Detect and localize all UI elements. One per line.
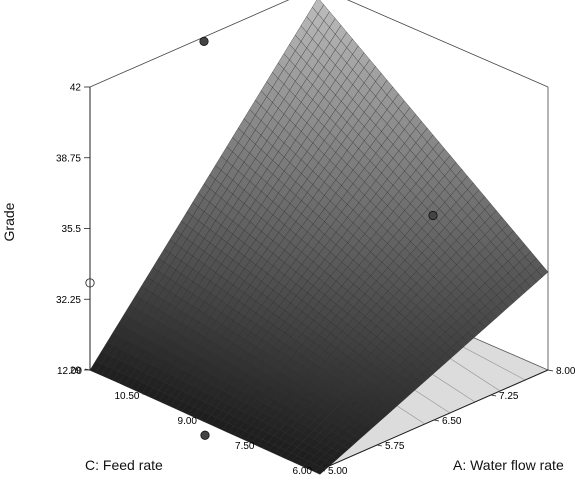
a-tick-label: 5.75 bbox=[385, 441, 405, 452]
c-tick bbox=[314, 468, 321, 471]
z-axis-title: Grade bbox=[1, 202, 17, 241]
ticks-layer: 29 32.25 35.5 38.75 42 6.00 7.50 9.00 10.50 12.00… bbox=[56, 83, 575, 478]
c-tick-label: 6.00 bbox=[293, 466, 313, 477]
a-tick bbox=[376, 444, 383, 447]
c-tick bbox=[84, 368, 91, 371]
c-tick-label: 10.50 bbox=[114, 391, 139, 402]
a-tick bbox=[490, 394, 497, 397]
z-tick-label: 35.5 bbox=[62, 224, 82, 235]
design-point bbox=[428, 210, 438, 221]
x-axis-title: A: Water flow rate bbox=[453, 457, 564, 473]
c-tick-label: 7.50 bbox=[235, 441, 255, 452]
c-tick bbox=[199, 418, 206, 421]
a-tick bbox=[319, 469, 326, 472]
c-tick-label: 12.00 bbox=[57, 366, 82, 377]
design-point bbox=[200, 430, 210, 440]
a-tick-label: 6.50 bbox=[442, 416, 462, 427]
z-tick-label: 29 bbox=[70, 366, 82, 377]
surface-layer bbox=[89, 0, 549, 475]
z-tick-label: 38.75 bbox=[56, 153, 81, 164]
z-tick-label: 42 bbox=[70, 83, 82, 94]
a-tick bbox=[547, 369, 554, 372]
a-tick bbox=[433, 419, 440, 422]
c-tick-label: 9.00 bbox=[178, 416, 198, 427]
c-tick bbox=[142, 393, 148, 396]
c-tick bbox=[257, 443, 263, 446]
y-axis-title: C: Feed rate bbox=[85, 457, 163, 473]
a-tick-label: 7.25 bbox=[499, 391, 519, 402]
design-point bbox=[199, 36, 209, 46]
frame-top-edges bbox=[89, 0, 549, 88]
a-tick-label: 8.00 bbox=[556, 366, 575, 377]
z-tick-label: 32.25 bbox=[56, 295, 81, 306]
a-tick-label: 5.00 bbox=[328, 466, 348, 477]
